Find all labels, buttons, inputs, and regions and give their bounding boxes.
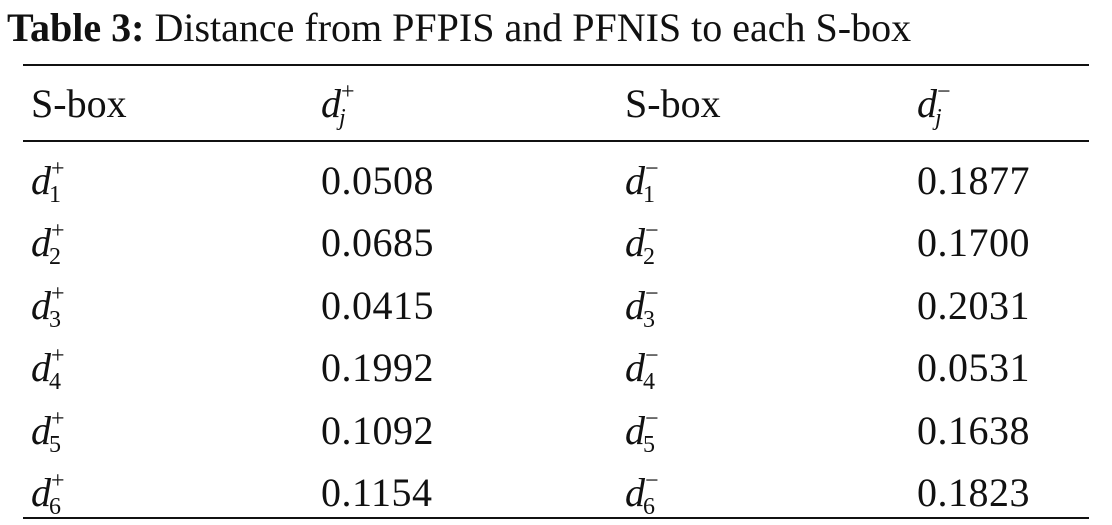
row-dplus-base: d xyxy=(31,408,51,453)
row-dminus-cell: d −6 xyxy=(625,469,667,519)
row-dminus-sup: − xyxy=(645,156,659,182)
row-dminus-cell: d −5 xyxy=(625,407,667,457)
header-sbox-right: S-box xyxy=(625,81,721,126)
row-dplus-sub: 4 xyxy=(49,369,61,395)
row-dplus-symbol: d +4 xyxy=(31,344,73,394)
row-dplus-value: 0.1092 xyxy=(321,408,434,453)
row-dminus-sup: − xyxy=(645,468,659,494)
row-dminus-base: d xyxy=(625,220,645,265)
row-dplus-symbol: d +6 xyxy=(31,469,73,519)
table-caption-label: Table 3: xyxy=(7,5,145,50)
row-dplus-cell: d +5 xyxy=(31,407,73,457)
row-dplus-sup: + xyxy=(51,156,65,182)
row-dplus-sub: 2 xyxy=(49,244,61,270)
row-dplus-base: d xyxy=(31,220,51,265)
row-dplus-cell: d +4 xyxy=(31,344,73,394)
row-dplus-base: d xyxy=(31,345,51,390)
row-dplus-value: 0.0685 xyxy=(321,220,434,265)
header-dplus-symbol: d + j xyxy=(321,80,363,130)
row-dminus-symbol: d −3 xyxy=(625,282,667,332)
row-dminus-sub: 4 xyxy=(643,369,655,395)
row-dminus-symbol: d −6 xyxy=(625,469,667,519)
row-dminus-sub: 6 xyxy=(643,494,655,520)
row-dplus-cell: d +2 xyxy=(31,219,73,269)
row-dminus-sub: 1 xyxy=(643,182,655,208)
row-dminus-base: d xyxy=(625,158,645,203)
row-dplus-cell: d +3 xyxy=(31,282,73,332)
header-sbox-left: S-box xyxy=(31,81,127,126)
row-dplus-value: 0.1992 xyxy=(321,345,434,390)
row-dplus-sub: 6 xyxy=(49,494,61,520)
table-top-rule xyxy=(23,64,1089,66)
row-dminus-cell: d −4 xyxy=(625,344,667,394)
row-dplus-cell: d +1 xyxy=(31,157,73,207)
row-dplus-sup: + xyxy=(51,468,65,494)
header-dminus-j: d − j xyxy=(917,80,959,130)
row-dminus-symbol: d −1 xyxy=(625,157,667,207)
row-dplus-sub: 3 xyxy=(49,307,61,333)
row-dplus-sub: 1 xyxy=(49,182,61,208)
row-dminus-symbol: d −5 xyxy=(625,407,667,457)
row-dplus-symbol: d +3 xyxy=(31,282,73,332)
header-dminus-sup: − xyxy=(937,79,951,105)
row-dplus-symbol: d +5 xyxy=(31,407,73,457)
row-dminus-sub: 2 xyxy=(643,244,655,270)
row-dminus-sup: − xyxy=(645,343,659,369)
row-dplus-base: d xyxy=(31,470,51,515)
header-dplus-base: d xyxy=(321,81,341,126)
row-dplus-base: d xyxy=(31,158,51,203)
row-dminus-base: d xyxy=(625,408,645,453)
row-dminus-sub: 5 xyxy=(643,432,655,458)
row-dminus-sup: − xyxy=(645,406,659,432)
row-dplus-base: d xyxy=(31,283,51,328)
row-dminus-symbol: d −4 xyxy=(625,344,667,394)
row-dplus-value: 0.0508 xyxy=(321,158,434,203)
header-dminus-sub: j xyxy=(935,105,942,131)
table-bottom-rule xyxy=(23,517,1089,519)
row-dplus-value: 0.1154 xyxy=(321,470,433,515)
row-dplus-symbol: d +2 xyxy=(31,219,73,269)
row-dminus-value: 0.1700 xyxy=(917,220,1030,265)
row-dminus-cell: d −1 xyxy=(625,157,667,207)
table-caption: Table 3: Distance from PFPIS and PFNIS t… xyxy=(7,4,911,52)
row-dplus-symbol: d +1 xyxy=(31,157,73,207)
row-dminus-sub: 3 xyxy=(643,307,655,333)
row-dminus-value: 0.1638 xyxy=(917,408,1030,453)
header-dminus-base: d xyxy=(917,81,937,126)
table-header-rule xyxy=(23,140,1089,142)
row-dminus-cell: d −2 xyxy=(625,219,667,269)
row-dplus-sup: + xyxy=(51,406,65,432)
row-dplus-sup: + xyxy=(51,281,65,307)
row-dminus-cell: d −3 xyxy=(625,282,667,332)
header-dminus-symbol: d − j xyxy=(917,80,959,130)
header-dplus-sup: + xyxy=(341,79,355,105)
row-dminus-value: 0.2031 xyxy=(917,283,1030,328)
row-dminus-symbol: d −2 xyxy=(625,219,667,269)
row-dminus-base: d xyxy=(625,470,645,515)
row-dplus-value: 0.0415 xyxy=(321,283,434,328)
row-dplus-cell: d +6 xyxy=(31,469,73,519)
row-dplus-sub: 5 xyxy=(49,432,61,458)
row-dminus-value: 0.1823 xyxy=(917,470,1030,515)
row-dminus-base: d xyxy=(625,345,645,390)
row-dplus-sup: + xyxy=(51,343,65,369)
row-dminus-value: 0.1877 xyxy=(917,158,1030,203)
row-dplus-sup: + xyxy=(51,218,65,244)
header-dplus-sub: j xyxy=(339,105,346,131)
row-dminus-sup: − xyxy=(645,218,659,244)
row-dminus-value: 0.0531 xyxy=(917,345,1030,390)
header-dplus-j: d + j xyxy=(321,80,363,130)
row-dminus-base: d xyxy=(625,283,645,328)
row-dminus-sup: − xyxy=(645,281,659,307)
table-caption-text: Distance from PFPIS and PFNIS to each S-… xyxy=(154,5,912,50)
